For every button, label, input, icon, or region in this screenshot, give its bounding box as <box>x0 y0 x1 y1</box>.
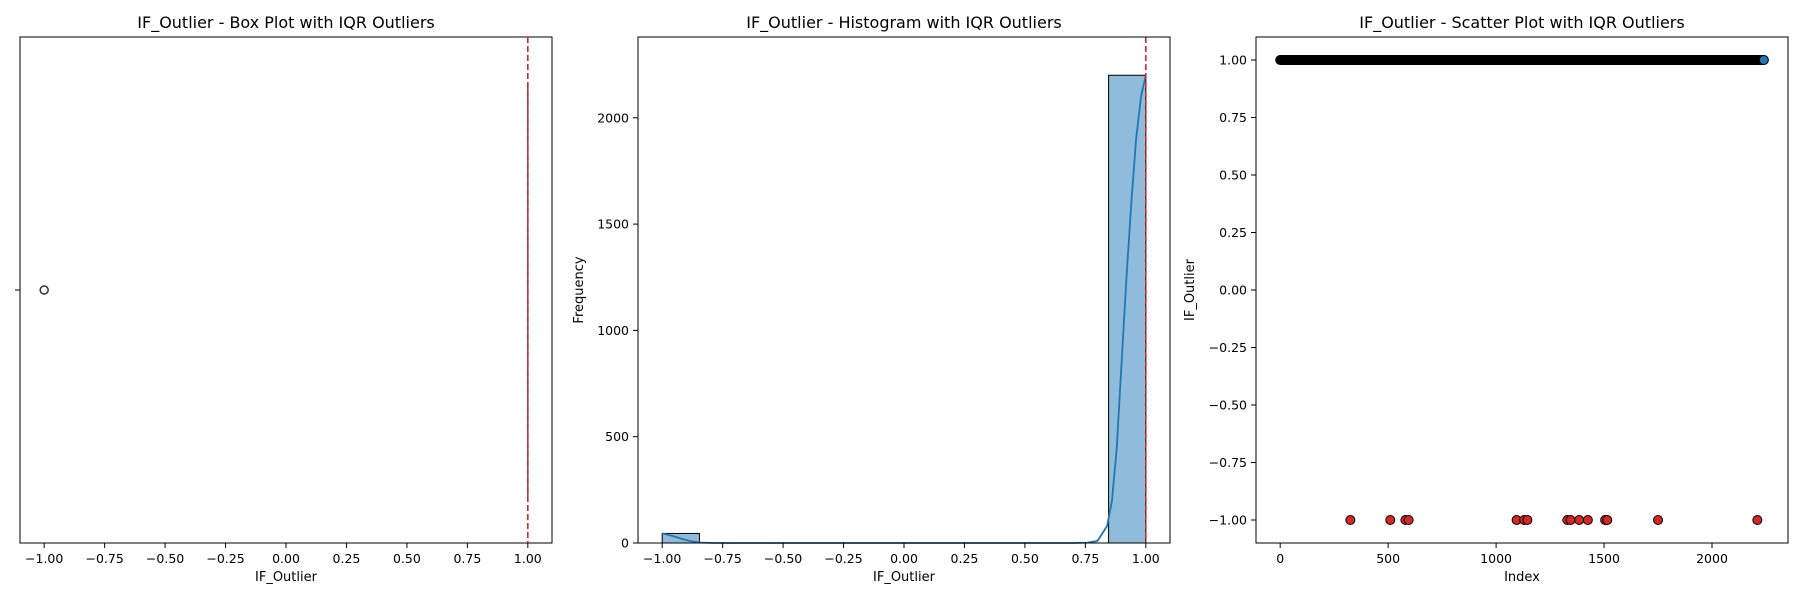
box-plot-outlier-point <box>39 285 49 295</box>
histogram-xtick-label: 0.75 <box>1071 551 1099 566</box>
scatter-ytick-label: 0.75 <box>1219 110 1247 125</box>
scatter-xlabel: Index <box>1504 570 1540 585</box>
scatter-ytick-label: 1.00 <box>1219 53 1247 68</box>
box-plot-xtick-label: −0.75 <box>85 551 123 566</box>
box-plot-panel: IF_Outlier - Box Plot with IQR Outliers −… <box>15 13 553 585</box>
histogram-xlabel: IF_Outlier <box>873 570 936 585</box>
scatter-outlier-point <box>1385 515 1396 525</box>
box-plot-frame <box>19 36 553 544</box>
scatter-ytick-label: 0.00 <box>1219 283 1247 298</box>
scatter-ylabel: IF_Outlier <box>1183 258 1198 321</box>
histogram-xtick-label: 0.50 <box>1011 551 1039 566</box>
box-plot-xtick-label: −0.25 <box>206 551 244 566</box>
histogram-kde-line <box>661 75 1147 544</box>
scatter-ytick-label: −0.75 <box>1209 455 1247 470</box>
box-plot-xtick-label: 0.50 <box>393 551 421 566</box>
histogram-xtick-label: −0.75 <box>703 551 741 566</box>
histogram-xtick-label: −0.25 <box>824 551 862 566</box>
box-plot-xtick-label: −1.00 <box>25 551 63 566</box>
scatter-outlier-point <box>1752 515 1763 525</box>
histogram-title: IF_Outlier - Histogram with IQR Outliers <box>746 13 1061 33</box>
histogram-xtick-label: 1.00 <box>1132 551 1160 566</box>
histogram-xtick-label: 0.00 <box>890 551 918 566</box>
scatter-xtick-label: 2000 <box>1696 551 1728 566</box>
scatter-outlier-point <box>1602 515 1613 525</box>
histogram-ytick-label: 1000 <box>597 323 629 338</box>
scatter-xtick-label: 1500 <box>1588 551 1620 566</box>
box-plot-xtick-label: 0.25 <box>333 551 361 566</box>
histogram-frame <box>637 36 1171 544</box>
scatter-xtick-label: 1000 <box>1480 551 1512 566</box>
histogram-ylabel: Frequency <box>572 256 587 323</box>
box-plot-xtick-label: 1.00 <box>514 551 542 566</box>
scatter-outlier-point <box>1574 515 1585 525</box>
scatter-outlier-point <box>1522 515 1533 525</box>
histogram-ytick-label: 2000 <box>597 110 629 125</box>
histogram-xtick-label: −1.00 <box>643 551 681 566</box>
histogram-ytick-label: 1500 <box>597 217 629 232</box>
scatter-xtick-label: 500 <box>1376 551 1400 566</box>
scatter-ytick-label: 0.50 <box>1219 168 1247 183</box>
scatter-ytick-label: −1.00 <box>1209 513 1247 528</box>
scatter-frame <box>1255 36 1789 544</box>
scatter-ytick-label: −0.50 <box>1209 398 1247 413</box>
histogram-xtick-label: 0.25 <box>951 551 979 566</box>
histogram-xtick-label: −0.50 <box>764 551 802 566</box>
box-plot-xtick-label: −0.50 <box>146 551 184 566</box>
histogram-ytick-label: 500 <box>605 429 629 444</box>
scatter-outlier-point <box>1345 515 1356 525</box>
scatter-panel: IF_Outlier - Scatter Plot with IQR Outli… <box>1183 13 1789 585</box>
scatter-normal-point <box>1758 55 1769 65</box>
box-plot-title: IF_Outlier - Box Plot with IQR Outliers <box>137 13 434 33</box>
box-plot-xlabel: IF_Outlier <box>255 570 318 585</box>
histogram-ytick-label: 0 <box>621 536 629 551</box>
box-plot-xtick-label: 0.75 <box>453 551 481 566</box>
scatter-outlier-point <box>1653 515 1664 525</box>
box-plot-xtick-label: 0.00 <box>272 551 300 566</box>
scatter-title: IF_Outlier - Scatter Plot with IQR Outli… <box>1359 13 1684 33</box>
scatter-outlier-point <box>1403 515 1414 525</box>
scatter-outlier-point <box>1582 515 1593 525</box>
scatter-outlier-point <box>1565 515 1576 525</box>
scatter-ytick-label: −0.25 <box>1209 340 1247 355</box>
scatter-ytick-label: 0.25 <box>1219 225 1247 240</box>
histogram-panel: IF_Outlier - Histogram with IQR Outliers… <box>572 13 1171 585</box>
scatter-xtick-label: 0 <box>1276 551 1284 566</box>
